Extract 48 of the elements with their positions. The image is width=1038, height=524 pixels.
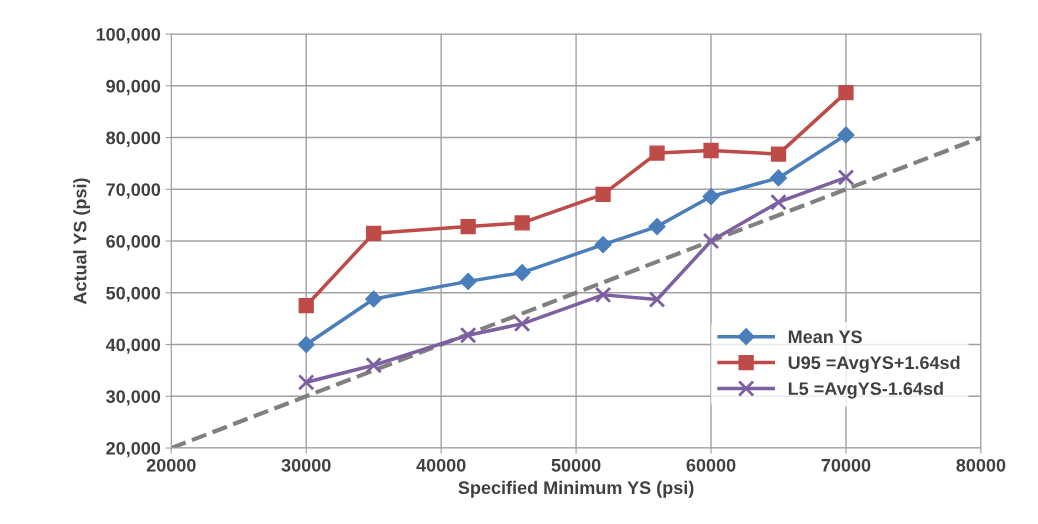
legend-label: L5 =AvgYS-1.64sd [788,381,943,399]
y-tick-label: 90,000 [106,79,161,96]
point [365,290,383,308]
x-tick-label: 80000 [956,458,1006,472]
point [594,286,612,304]
point [594,236,612,254]
point [513,264,531,282]
x-tick-label: 40000 [416,458,466,472]
point [298,298,314,314]
point [297,373,315,391]
point [595,186,611,203]
point [770,193,787,211]
x-tick-label: 50000 [551,458,601,472]
point [366,225,382,241]
legend-label: Mean YS [788,330,862,344]
y-tick-label: 20,000 [106,441,161,458]
point [770,146,787,162]
point [648,291,666,308]
y-tick-label: 30,000 [106,390,161,406]
x-tick-label: 60000 [686,458,736,472]
x-axis-title: Specified Minimum YS (psi) [458,480,694,498]
point [837,169,855,186]
y-tick-label: 80,000 [106,131,161,147]
point [513,315,531,333]
point [769,169,788,187]
point [703,142,719,159]
y-tick-label: 60,000 [106,234,161,251]
point [459,272,477,290]
x-tick-label: 70000 [821,458,871,472]
point [297,335,315,354]
point [460,218,476,235]
y-axis-title: Actual YS (psi) [73,178,91,305]
point [648,217,666,236]
y-tick-label: 100,000 [96,27,161,44]
point [459,326,477,344]
point [702,187,720,206]
y-tick-label: 70,000 [106,183,161,199]
x-tick-label: 30000 [281,458,331,472]
point [365,356,383,374]
point [837,126,855,144]
point [838,84,854,101]
y-tick-label: 40,000 [105,338,161,354]
legend-label: U95 =AvgYS+1.64sd [788,355,960,373]
point [702,232,720,250]
y-tick-label: 50,000 [106,286,161,303]
point [514,215,530,231]
x-tick-label: 20000 [146,458,196,472]
point [649,145,665,161]
